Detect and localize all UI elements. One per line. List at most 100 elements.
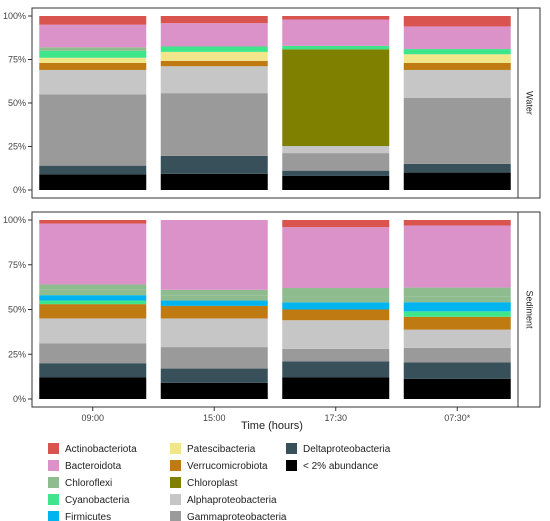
legend-label: Actinobacteriota — [65, 444, 137, 455]
legend-swatch — [48, 443, 59, 454]
legend-item-actinobacteriota: Actinobacteriota — [48, 443, 137, 455]
bar-segment-verrucomicrobiota — [160, 60, 268, 67]
bar-segment-cyanobacteria — [282, 45, 390, 50]
legend-label: Verrucomicrobiota — [187, 461, 268, 472]
bar-segment-actinobacteriota — [403, 16, 511, 27]
bar-segment-chloroflexi — [282, 288, 390, 297]
bar-segment-2-abundance — [160, 173, 268, 190]
bar-segment-verrucomicrobiota — [39, 304, 147, 319]
legend-item-patescibacteria: Patescibacteria — [170, 443, 256, 455]
legend-label: Cyanobacteria — [65, 495, 130, 506]
bar-segment-actinobacteriota — [160, 16, 268, 24]
bar-segment-chloroplast — [282, 49, 390, 147]
x-axis-title: Time (hours) — [241, 420, 303, 432]
legend-item-chloroplast: Chloroplast — [170, 477, 238, 489]
bar-segment-deltaproteobacteria — [160, 368, 268, 383]
legend-swatch — [286, 443, 297, 454]
legend-label: Alphaproteobacteria — [187, 495, 277, 506]
y-tick-label: 25% — [8, 349, 26, 359]
bar-segment-gammaproteobacteria — [160, 93, 268, 156]
bar-segment-bacteroidota — [403, 225, 511, 288]
bar-segment-verrucomicrobiota — [403, 62, 511, 70]
bar-segment-actinobacteriota — [282, 16, 390, 20]
bar-segment-alphaproteobacteria — [282, 320, 390, 349]
bar-segment-deltaproteobacteria — [39, 363, 147, 378]
bar-17-30 — [282, 16, 390, 190]
legend-item-2-abundance: < 2% abundance — [286, 460, 379, 472]
bar-segment-gammaproteobacteria — [39, 94, 147, 166]
bar-segment-2-abundance — [160, 382, 268, 399]
legend-swatch — [170, 443, 181, 454]
bar-segment-actinobacteriota — [39, 220, 147, 224]
y-tick-label: 0% — [13, 394, 26, 404]
legend-label: Gammaproteobacteria — [187, 512, 287, 521]
bar-segment-gammaproteobacteria — [403, 347, 511, 363]
bar-segment-bacteroidota — [160, 23, 268, 47]
bar-segment-actinobacteriota — [282, 220, 390, 228]
bar-segment-2-abundance — [403, 172, 511, 190]
bar-09-00 — [39, 16, 147, 190]
bar-07-30 — [403, 220, 511, 399]
bar-segment-patescibacteria — [39, 57, 147, 63]
legend-swatch — [170, 511, 181, 521]
facet-label-sediment: Sediment — [525, 290, 535, 329]
bar-segment-patescibacteria — [403, 54, 511, 63]
y-tick-label: 75% — [8, 260, 26, 270]
x-tick-label: 17:30 — [324, 413, 347, 423]
panels-layer: 0% 25% 50% 75% 100% Water 0% 25% 50% 75% 100% 09:00… — [3, 7, 541, 423]
bar-15-00 — [160, 16, 268, 190]
legend-item-firmicutes: Firmicutes — [48, 511, 111, 521]
legend-item-deltaproteobacteria: Deltaproteobacteria — [286, 443, 391, 455]
bar-07-30 — [403, 16, 511, 190]
bar-segment-firmicutes — [403, 302, 511, 312]
legend-label: Chloroflexi — [65, 478, 112, 489]
bar-segment-chloroflexi — [39, 289, 147, 296]
y-tick-label: 25% — [8, 142, 26, 152]
legend-swatch — [170, 494, 181, 505]
bar-segment-actinobacteriota — [403, 220, 511, 226]
legend-label: Bacteroidota — [65, 461, 122, 472]
y-tick-label: 100% — [3, 11, 26, 21]
bar-segment-deltaproteobacteria — [39, 165, 147, 175]
bar-segment-alphaproteobacteria — [39, 69, 147, 95]
bar-segment-chloroflexi — [39, 47, 147, 51]
legend-label: Patescibacteria — [187, 444, 256, 455]
legend-label: Deltaproteobacteria — [303, 444, 391, 455]
bar-segment-chloroflexi — [403, 296, 511, 303]
bar-segment-gammaproteobacteria — [282, 153, 390, 171]
legend-label: < 2% abundance — [303, 461, 379, 472]
bar-segment-gammaproteobacteria — [403, 97, 511, 164]
bar-segment-actinobacteriota — [39, 16, 147, 25]
bar-15-00 — [160, 220, 268, 399]
bar-segment-deltaproteobacteria — [160, 155, 268, 174]
bar-segment-verrucomicrobiota — [160, 305, 268, 319]
bar-segment-deltaproteobacteria — [403, 362, 511, 379]
bar-segment-bacteroidota — [160, 220, 268, 290]
bar-segment-verrucomicrobiota — [282, 309, 390, 321]
facet-strip — [517, 211, 541, 408]
legend-label: Firmicutes — [65, 512, 111, 521]
bar-segment-chloroflexi — [160, 295, 268, 301]
bar-segment-cyanobacteria — [39, 300, 147, 305]
legend: Actinobacteriota Bacteroidota Chloroflexi C… — [48, 443, 391, 521]
bar-segment-bacteroidota — [403, 26, 511, 50]
bar-segment-gammaproteobacteria — [282, 348, 390, 362]
legend-item-bacteroidota: Bacteroidota — [48, 460, 122, 472]
bar-segment-chloroflexi — [403, 287, 511, 297]
bar-segment-gammaproteobacteria — [39, 343, 147, 364]
x-tick-label: 15:00 — [203, 413, 226, 423]
bar-segment-alphaproteobacteria — [160, 318, 268, 348]
bar-segment-firmicutes — [282, 302, 390, 310]
bar-segment-firmicutes — [39, 295, 147, 301]
facet-label-water: Water — [525, 91, 535, 115]
legend-swatch — [48, 460, 59, 471]
bar-segment-alphaproteobacteria — [160, 66, 268, 94]
y-tick-label: 100% — [3, 215, 26, 225]
bar-segment-cyanobacteria — [403, 49, 511, 55]
bar-segment-patescibacteria — [160, 51, 268, 61]
x-tick-label: 07:30* — [444, 413, 471, 423]
y-tick-label: 50% — [8, 98, 26, 108]
bar-segment-verrucomicrobiota — [403, 316, 511, 330]
bar-segment-bacteroidota — [39, 223, 147, 285]
legend-item-verrucomicrobiota: Verrucomicrobiota — [170, 460, 268, 472]
